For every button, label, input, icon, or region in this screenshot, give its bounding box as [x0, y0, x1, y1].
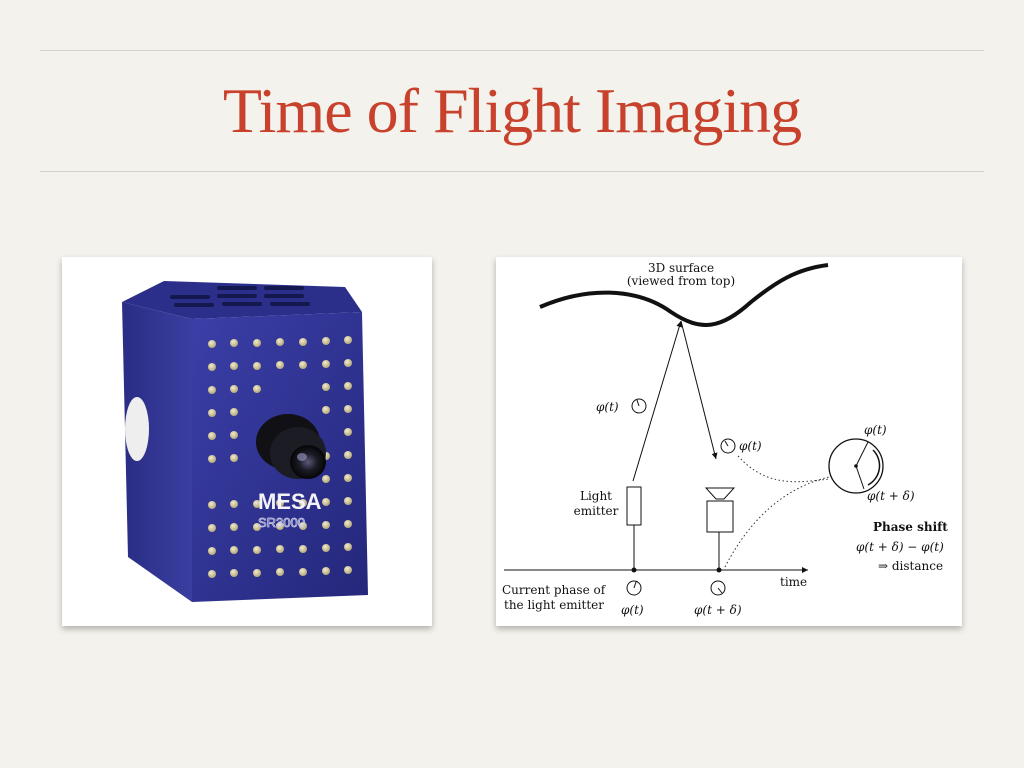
- phase-center: [854, 464, 858, 468]
- light-emitter-label-line1: Light: [579, 489, 613, 503]
- phi-circle-label: φ(t): [864, 423, 887, 437]
- surface-label-line2: (viewed from top): [626, 274, 736, 288]
- phase-hand-start: [855, 441, 869, 467]
- phase-hand-end: [855, 465, 865, 490]
- camera-photo-card: MESA SR3000: [62, 257, 432, 626]
- dotted-curve-lower: [724, 476, 830, 568]
- clock-bottom-receiver: [710, 580, 726, 596]
- receiver-cone: [704, 487, 736, 500]
- phase-shift-result: ⇒ distance: [878, 559, 944, 573]
- camera-side-face: [122, 302, 192, 602]
- receiver-body: [706, 500, 734, 533]
- tof-diagram-card: 3D surface (viewed from top) φ(t) φ(t) L…: [496, 257, 962, 626]
- light-emitter: [626, 486, 642, 526]
- emitter-time-dot: [631, 567, 637, 573]
- clock-returned: [720, 438, 736, 454]
- clock-emitted: [631, 398, 647, 414]
- phase-shift-formula: φ(t + δ) − φ(t): [856, 540, 944, 554]
- current-phase-label-line1: Current phase of: [502, 583, 606, 597]
- side-sticker: [125, 397, 149, 461]
- phi-delta-circle-label: φ(t + δ): [867, 489, 915, 503]
- tof-diagram: [504, 263, 884, 596]
- current-phase-label-line2: the light emitter: [504, 598, 604, 612]
- phi-emitted-label: φ(t): [596, 400, 619, 414]
- top-vents: [170, 286, 310, 307]
- dotted-curve-upper: [737, 455, 830, 483]
- phase-arc: [867, 449, 881, 486]
- time-axis-label: time: [780, 575, 808, 589]
- bottom-divider: [40, 171, 984, 172]
- lens-highlight: [297, 453, 307, 461]
- phase-shift-title: Phase shift: [873, 520, 948, 534]
- surface-label-line1: 3D surface: [647, 261, 715, 275]
- led-grid: [208, 336, 352, 578]
- slide-title: Time of Flight Imaging: [222, 75, 802, 146]
- lens-glass: [290, 445, 326, 479]
- phi-returned-label: φ(t): [739, 439, 762, 453]
- light-emitter-label-line2: emitter: [573, 504, 619, 518]
- top-divider: [40, 50, 984, 51]
- phi-bottom-label: φ(t): [621, 603, 644, 617]
- reflected-ray: [680, 320, 718, 460]
- surface-curve: [539, 263, 829, 327]
- brand-logo: MESA: [258, 489, 322, 514]
- camera-top-face: [122, 281, 362, 319]
- clock-bottom-emitter: [626, 580, 642, 596]
- phi-delta-bottom-label: φ(t + δ): [694, 603, 742, 617]
- model-logo: SR3000: [258, 515, 305, 530]
- receiver-time-dot: [716, 567, 722, 573]
- camera-illustration: MESA SR3000: [122, 281, 368, 602]
- emitted-ray: [632, 320, 683, 482]
